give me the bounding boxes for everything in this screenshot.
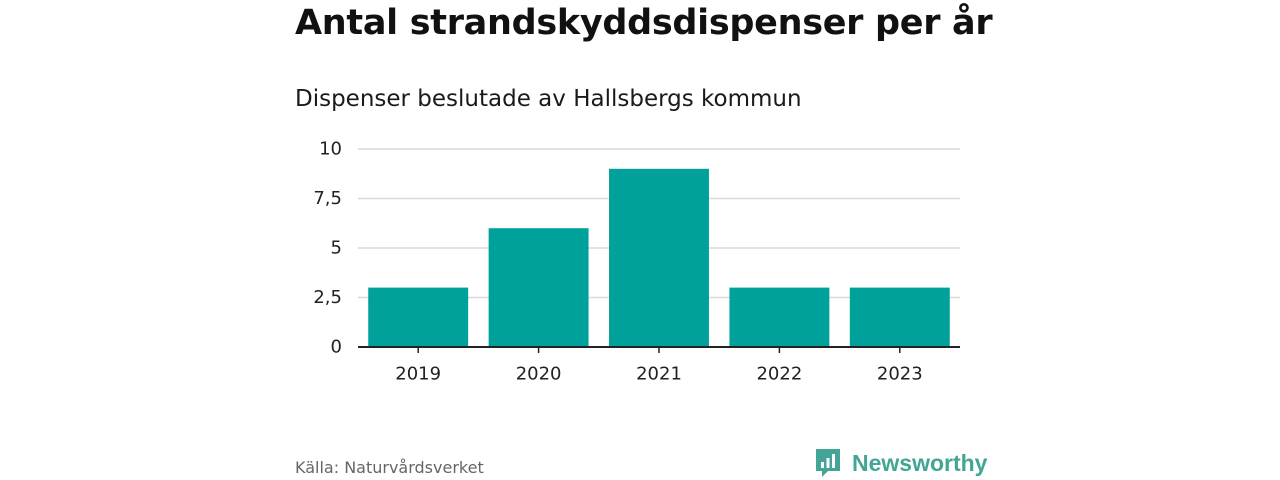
bar bbox=[729, 287, 830, 347]
brand-name: Newsworthy bbox=[852, 449, 988, 476]
x-tick-label: 2021 bbox=[636, 364, 682, 385]
bar bbox=[849, 287, 950, 347]
y-tick-label: 7,5 bbox=[313, 188, 342, 209]
x-tick-label: 2023 bbox=[877, 364, 923, 385]
y-tick-label: 5 bbox=[331, 238, 342, 259]
axes: 0 2,5 5 7,5 10 2019 2020 2021 2022 2023 bbox=[313, 139, 960, 385]
y-tick-label: 10 bbox=[319, 139, 342, 160]
y-tick-label: 2,5 bbox=[313, 287, 342, 308]
source-note: Källa: Naturvårdsverket bbox=[295, 458, 484, 477]
y-tick-label: 0 bbox=[331, 337, 342, 358]
chart-title: Antal strandskyddsdispenser per år bbox=[295, 3, 993, 43]
bar bbox=[609, 168, 709, 347]
bar bbox=[488, 228, 589, 347]
newsworthy-icon bbox=[816, 449, 840, 477]
bar bbox=[368, 287, 469, 347]
newsworthy-logo: Newsworthy bbox=[814, 447, 987, 479]
x-tick-label: 2022 bbox=[756, 364, 802, 385]
bars bbox=[368, 168, 950, 347]
x-tick-label: 2020 bbox=[516, 364, 562, 385]
x-tick-label: 2019 bbox=[395, 364, 441, 385]
chart-subtitle: Dispenser beslutade av Hallsbergs kommun bbox=[295, 86, 802, 112]
